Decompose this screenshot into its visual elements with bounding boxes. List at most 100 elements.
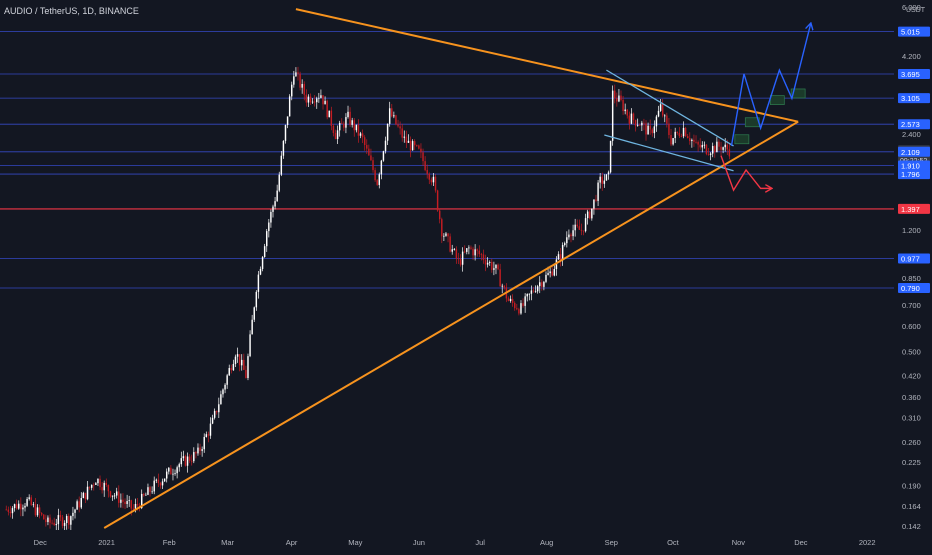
candle-body (497, 264, 499, 270)
price-badge (898, 93, 930, 104)
candle-body (488, 262, 491, 263)
candle-body (249, 334, 251, 357)
candle-body (722, 147, 724, 150)
candle-body (578, 226, 581, 230)
candle-body (174, 473, 176, 474)
candle-body (363, 137, 366, 145)
candle-body (234, 356, 237, 364)
candle-body (15, 504, 18, 509)
candle-body (20, 503, 22, 510)
candle-body (334, 132, 337, 140)
candle-body (384, 140, 387, 152)
price-tick-label: 0.500 (902, 347, 921, 356)
candle-body (443, 235, 445, 237)
candle-body (186, 456, 189, 466)
candle-body (57, 515, 60, 525)
candle-body (568, 234, 570, 238)
candle-body (520, 303, 522, 314)
candle-body (434, 176, 437, 191)
candle-body (395, 115, 397, 125)
candle-body (101, 487, 103, 491)
candle-body (34, 504, 37, 516)
candle-body (697, 141, 699, 145)
candle-body (72, 512, 74, 517)
candle-body (32, 504, 35, 506)
time-tick-label: Mar (221, 538, 234, 547)
candle-body (5, 509, 7, 511)
candle-body (149, 487, 151, 492)
candle-body (103, 482, 105, 491)
candle-body (122, 499, 124, 502)
candle-body (28, 497, 30, 499)
candle-body (209, 423, 212, 436)
candle-body (447, 233, 449, 237)
candle-body (7, 509, 10, 512)
candle-body (482, 254, 485, 260)
candle-body (614, 90, 616, 99)
candle-body (659, 104, 662, 111)
candle-body (691, 139, 693, 142)
candle-body (199, 447, 201, 451)
candle-body (707, 153, 710, 155)
candle-body (347, 111, 349, 118)
candle-body (461, 251, 464, 265)
candle-body (311, 101, 314, 103)
candle-body (553, 268, 556, 276)
candle-body (632, 113, 635, 121)
price-badge-label: 2.573 (901, 120, 920, 129)
candle-body (476, 249, 478, 251)
price-tick-label: 2.400 (902, 130, 921, 139)
candle-body (353, 120, 355, 131)
candle-body (630, 113, 633, 124)
candle-body (397, 124, 399, 127)
candle-body (432, 176, 435, 183)
candle-body (597, 182, 599, 201)
candle-body (341, 122, 343, 124)
candle-body (326, 100, 328, 118)
candle-body (566, 237, 568, 244)
candle-body (591, 208, 593, 219)
candle-body (574, 224, 576, 231)
price-badge (898, 160, 930, 171)
candle-body (589, 211, 591, 219)
candle-body (672, 138, 674, 145)
candle-body (195, 452, 197, 454)
candle-body (120, 499, 122, 503)
price-tick-label: 0.600 (902, 322, 921, 331)
candle-body (247, 356, 249, 379)
candle-body (24, 505, 26, 508)
time-tick-label: Dec (794, 538, 808, 547)
candle-body (178, 464, 180, 468)
candle-body (336, 130, 339, 140)
price-tick-label: 0.190 (902, 482, 921, 491)
candle-body (151, 491, 153, 493)
candle-body (253, 307, 255, 320)
candle-body (157, 479, 160, 483)
candle-body (564, 243, 566, 245)
candle-body (303, 83, 305, 95)
candle-body (468, 247, 470, 249)
time-tick-label: Nov (732, 538, 746, 547)
price-axis-unit: USDT (906, 7, 926, 14)
candle-body (49, 517, 51, 523)
price-tick-label: 0.142 (902, 522, 921, 531)
bearish-projection-arrow (720, 155, 771, 190)
candle-body (172, 473, 174, 475)
price-badge (898, 203, 930, 214)
candle-body (111, 495, 114, 497)
candle-body (30, 497, 32, 505)
price-badge (898, 253, 930, 264)
candle-body (603, 180, 606, 184)
candle-body (676, 131, 679, 133)
candle-body (526, 294, 528, 297)
time-tick-label: May (348, 538, 362, 547)
candle-body (522, 303, 524, 306)
candle-body (595, 199, 597, 201)
candle-body (78, 501, 80, 508)
candle-body (251, 319, 253, 335)
candle-body (472, 248, 474, 256)
time-tick-label: 2021 (98, 538, 115, 547)
candle-body (53, 522, 55, 526)
